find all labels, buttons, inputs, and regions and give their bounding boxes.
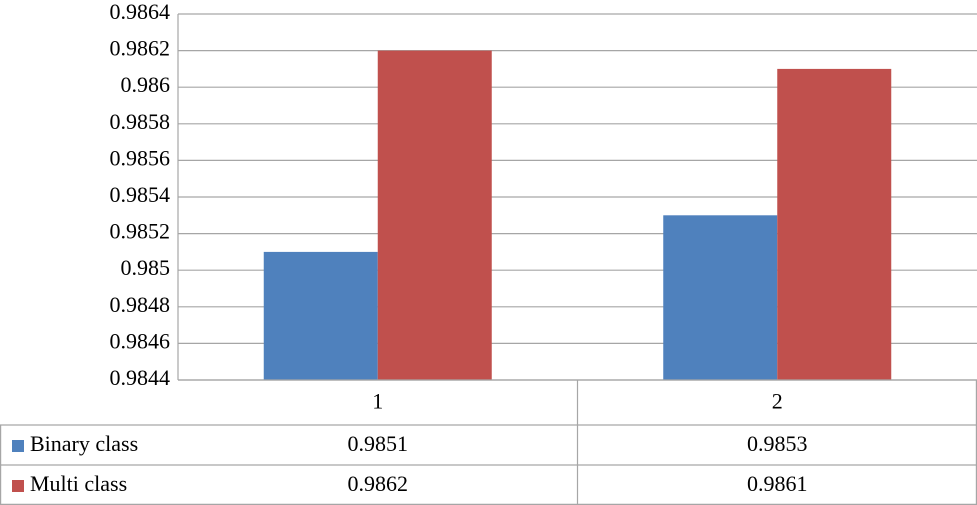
table-value: 0.9853	[747, 431, 808, 456]
y-tick-label: 0.9856	[110, 145, 171, 170]
y-tick-label: 0.9846	[110, 328, 171, 353]
bar	[777, 68, 892, 381]
y-tick-label: 0.985	[121, 255, 171, 280]
legend-label: Multi class	[30, 471, 127, 496]
y-tick-label: 0.986	[121, 72, 171, 97]
y-tick-label: 0.9864	[110, 0, 171, 24]
table-value: 0.9851	[348, 431, 409, 456]
table-value: 0.9862	[348, 471, 409, 496]
table-value: 0.9861	[747, 471, 808, 496]
x-tick-label: 1	[372, 389, 383, 414]
y-tick-label: 0.9848	[110, 292, 171, 317]
y-tick-label: 0.9844	[110, 365, 171, 390]
y-tick-label: 0.9852	[110, 219, 171, 244]
y-tick-label: 0.9862	[110, 36, 171, 61]
bar	[663, 215, 778, 380]
x-tick-label: 2	[772, 389, 783, 414]
y-tick-label: 0.9858	[110, 109, 171, 134]
y-tick-label: 0.9854	[110, 182, 171, 207]
legend-swatch	[12, 480, 24, 492]
bar	[377, 50, 492, 380]
legend-label: Binary class	[30, 431, 138, 456]
legend-swatch	[12, 440, 24, 452]
bar	[263, 251, 378, 380]
